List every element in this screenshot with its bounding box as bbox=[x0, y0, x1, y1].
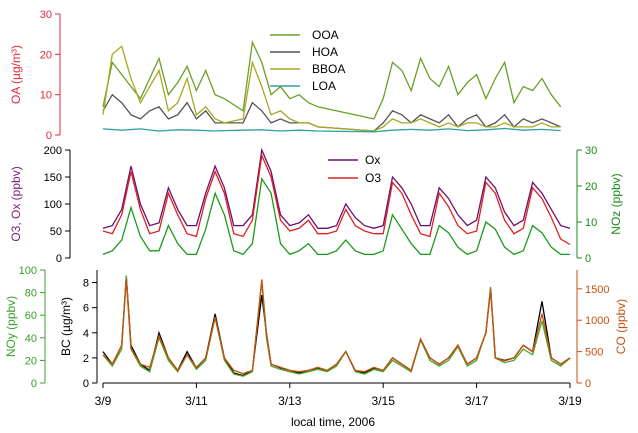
panel-oa: 0 10 20 30 OA (µg/m³) OOA HOA BBOA LOA bbox=[9, 9, 562, 142]
co-axis-tick-label: 1500 bbox=[585, 284, 609, 296]
ozone-axis-tick-label: 100 bbox=[44, 199, 62, 211]
oa-axis-tick-label: 0 bbox=[46, 130, 52, 142]
bc-axis-tick-label: 2 bbox=[83, 353, 89, 365]
ozone-axis-tick-label: 0 bbox=[56, 253, 62, 265]
oa-axis-tick-label: 20 bbox=[40, 49, 52, 61]
series-noy-line bbox=[102, 275, 571, 377]
noz-axis-tick-label: 0 bbox=[585, 253, 591, 265]
legend-loa-label: LOA bbox=[312, 79, 336, 93]
bc-axis-label: BC (µg/m³) bbox=[59, 297, 73, 356]
ozone-axis-label: O3, Ox (ppbv) bbox=[9, 166, 23, 241]
noz-axis-tick-label: 20 bbox=[585, 181, 597, 193]
noy-axis-tick-label: 0 bbox=[31, 378, 37, 390]
legend-hoa-label: HOA bbox=[312, 45, 338, 59]
noz-axis-tick-label: 10 bbox=[585, 217, 597, 229]
noy-axis-tick-label: 100 bbox=[19, 265, 37, 277]
series-hoa-line bbox=[102, 93, 561, 132]
series-loa-line bbox=[102, 127, 561, 133]
legend-ooa-label: OOA bbox=[312, 28, 339, 42]
oa-axis-tick-label: 30 bbox=[40, 9, 52, 21]
bc-axis-tick-label: 0 bbox=[83, 378, 89, 390]
x-tick-label: 3/13 bbox=[278, 394, 302, 408]
bc-axis-tick-label: 4 bbox=[83, 328, 89, 340]
series-bboa-line bbox=[102, 45, 561, 132]
series-o3-line bbox=[102, 153, 571, 246]
x-tick-label: 3/9 bbox=[95, 394, 112, 408]
panel-bc-noy-co: 0 20 40 60 80 100 NOy (ppbv) 0 2 4 6 8 BC (µg/m³) 0 50… bbox=[4, 265, 628, 408]
co-axis-label: CO (ppbv) bbox=[614, 299, 628, 354]
series-ooa-line bbox=[102, 39, 562, 120]
x-tick-label: 3/19 bbox=[558, 394, 582, 408]
x-tick-label: 3/15 bbox=[372, 394, 396, 408]
series-ox-line bbox=[102, 147, 571, 229]
series-noz-line bbox=[102, 176, 570, 256]
ozone-axis-tick-label: 50 bbox=[50, 226, 62, 238]
noz-axis-tick-label: 30 bbox=[585, 145, 597, 157]
noz-axis-label: NOz (ppbv) bbox=[609, 173, 623, 234]
bc-axis-tick-label: 6 bbox=[83, 303, 89, 315]
noy-axis-label: NOy (ppbv) bbox=[4, 296, 18, 357]
noy-axis-tick-label: 40 bbox=[25, 333, 37, 345]
noy-axis-tick-label: 60 bbox=[25, 310, 37, 322]
co-axis-tick-label: 500 bbox=[585, 347, 603, 359]
legend-bboa-label: BBOA bbox=[312, 62, 345, 76]
ozone-axis-tick-label: 150 bbox=[44, 172, 62, 184]
co-axis-tick-label: 1000 bbox=[585, 315, 609, 327]
oa-axis-label: OA (µg/m³) bbox=[9, 45, 23, 104]
x-tick-label: 3/17 bbox=[465, 394, 489, 408]
noy-axis-tick-label: 80 bbox=[25, 288, 37, 300]
series-co-line bbox=[102, 279, 571, 375]
x-tick-label: 3/11 bbox=[185, 394, 208, 408]
co-axis-tick-label: 0 bbox=[585, 378, 591, 390]
ozone-axis-tick-label: 200 bbox=[44, 145, 62, 157]
panel-ozone: 0 50 100 150 200 O3, Ox (ppbv) 0 10 20 30 NOz (ppb… bbox=[9, 145, 623, 265]
bc-axis-tick-label: 8 bbox=[83, 278, 89, 290]
legend-o3-label: O3 bbox=[365, 171, 381, 185]
noy-axis-tick-label: 20 bbox=[25, 355, 37, 367]
oa-axis-tick-label: 10 bbox=[40, 90, 52, 102]
legend-ox-label: Ox bbox=[365, 153, 380, 167]
x-axis-label: local time, 2006 bbox=[291, 415, 375, 429]
